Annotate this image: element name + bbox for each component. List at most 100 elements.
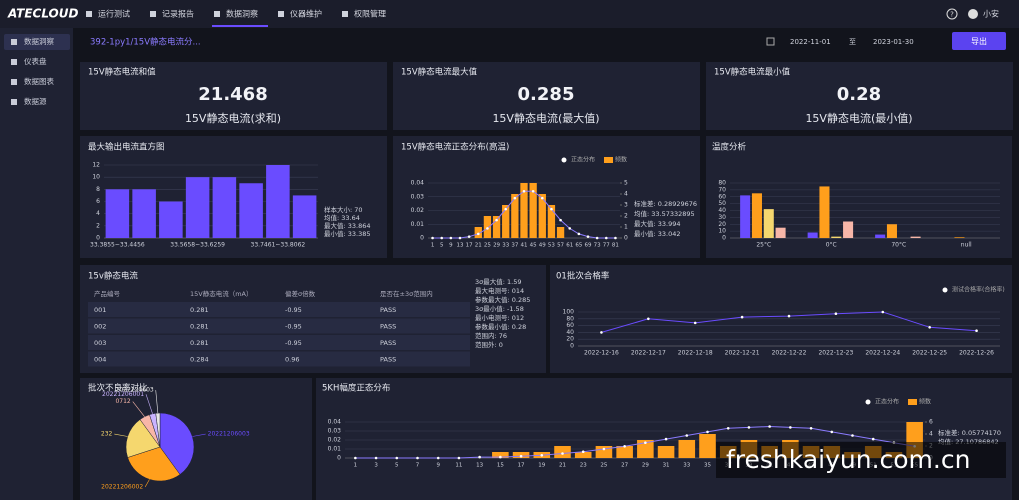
bar (538, 194, 546, 238)
top-nav (0, 0, 1019, 28)
x-tick-label: 21 (559, 463, 566, 469)
x-tick-label: 29 (642, 463, 649, 469)
sidebar-item[interactable]: 仪表盘 (24, 56, 47, 66)
point (581, 450, 585, 454)
menu-item[interactable]: 仪器维护 (290, 9, 322, 19)
stat-line: 范围内: 76 (475, 331, 507, 340)
panel (80, 378, 312, 500)
x-tick-label: 2022-12-25 (912, 350, 947, 357)
legend-marker (942, 287, 948, 293)
point (436, 456, 440, 460)
pie-label: 2022120603 (116, 387, 154, 394)
stat-line: 最小值: 33.042 (634, 229, 681, 238)
data-source[interactable]: 392-1py1/15V静态电流分... (90, 37, 201, 48)
bar (763, 209, 774, 238)
y-tick-label: 20 (718, 221, 726, 228)
y-tick-label: 0 (722, 235, 726, 242)
point (522, 189, 526, 193)
help-icon[interactable] (946, 8, 958, 20)
x-tick-label: 19 (538, 463, 545, 469)
y-tick-label: 0.03 (411, 193, 425, 200)
panel-title: 5KH幅度正态分布 (322, 383, 390, 394)
table-cell: PASS (380, 356, 396, 364)
x-tick-label: 33 (502, 243, 509, 249)
table-cell: PASS (380, 323, 396, 331)
bar (616, 446, 633, 458)
table-cell: 0.281 (190, 339, 209, 347)
point (614, 236, 617, 240)
y-tick-label: 0 (337, 455, 341, 462)
menu-item[interactable]: 权限管理 (354, 9, 386, 19)
watermark: freshkaiyun.com.cn (726, 445, 970, 474)
point (561, 452, 564, 455)
menu-item[interactable]: 记录报告 (162, 9, 194, 19)
x-tick-label: 17 (466, 243, 473, 249)
y-tick-label: 60 (566, 322, 574, 329)
bar (775, 227, 786, 238)
stat-line: 最大值: 33.864 (324, 221, 371, 230)
pie-label: 232 (101, 431, 113, 438)
sidebar (0, 28, 73, 500)
point (693, 321, 697, 325)
point (871, 437, 875, 441)
menu-item[interactable]: 数据洞察 (226, 9, 258, 19)
stat-line: 样本大小: 70 (324, 205, 363, 214)
point (354, 456, 357, 460)
start-date[interactable]: 2022-11-01 (790, 38, 831, 46)
table-cell: 0.281 (190, 306, 209, 314)
point (647, 317, 650, 321)
bar (875, 234, 886, 238)
calendar-icon (766, 37, 775, 46)
x-tick-label: 1 (354, 463, 358, 469)
watermark-bg (716, 442, 1006, 478)
export-button[interactable] (952, 32, 1006, 50)
sidebar-item[interactable]: 数据源 (24, 96, 47, 106)
end-date[interactable]: 2023-01-30 (873, 38, 914, 46)
panel-title: 01批次合格率 (556, 271, 610, 282)
pie-label: 20221206002 (101, 483, 143, 490)
stat-line: 均值: 33.64 (324, 213, 360, 222)
stat-line: 最小电测号: 012 (475, 313, 524, 322)
legend-marker (865, 399, 871, 405)
bar (819, 186, 830, 238)
y2-tick-label: 3 (624, 202, 628, 209)
user-avatar[interactable] (968, 9, 978, 19)
panel-title: 15v静态电流 (88, 271, 138, 282)
table-header: 15V静态电流（mA） (190, 289, 253, 298)
table-header: 偏差σ倍数 (285, 289, 316, 298)
bar (637, 440, 654, 458)
sidebar-item[interactable]: 数据图表 (24, 76, 54, 86)
point (834, 312, 838, 316)
menu-item[interactable]: 运行测试 (98, 9, 130, 19)
x-tick-label: 2022-12-21 (725, 350, 760, 357)
point (416, 456, 419, 460)
y-tick-label: 4 (96, 210, 100, 217)
pie-leader (114, 433, 128, 437)
y-tick-label: 80 (566, 315, 574, 322)
point (851, 434, 854, 437)
user-name[interactable]: 小安 (983, 9, 999, 19)
table-cell: 002 (94, 323, 106, 331)
x-tick-label: 45 (530, 243, 537, 249)
x-tick-label: null (961, 242, 972, 249)
y-tick-label: 2 (96, 222, 100, 229)
x-tick-label: 33.5658~33.6259 (170, 242, 225, 249)
help[interactable]: ? (950, 11, 954, 19)
x-tick-label: 70°C (891, 242, 906, 249)
stat-line: 3σ最大值: 1.59 (475, 277, 521, 286)
stat-line: 参数最大值: 0.285 (475, 295, 530, 304)
table-row (88, 318, 470, 334)
sidebar-item[interactable]: 数据洞察 (24, 36, 54, 46)
legend-label: 正态分布 (571, 156, 595, 164)
bar (831, 236, 842, 238)
point (458, 236, 462, 240)
bar (740, 195, 751, 238)
x-tick-label: 9 (436, 463, 440, 469)
export-label[interactable]: 导出 (971, 36, 987, 46)
kpi-title: 15V静态电流最大值 (401, 67, 478, 78)
y-tick-label: 0.04 (328, 419, 342, 426)
bar (185, 177, 210, 238)
menu-icon (278, 11, 284, 17)
point (440, 236, 444, 240)
point (685, 434, 689, 437)
